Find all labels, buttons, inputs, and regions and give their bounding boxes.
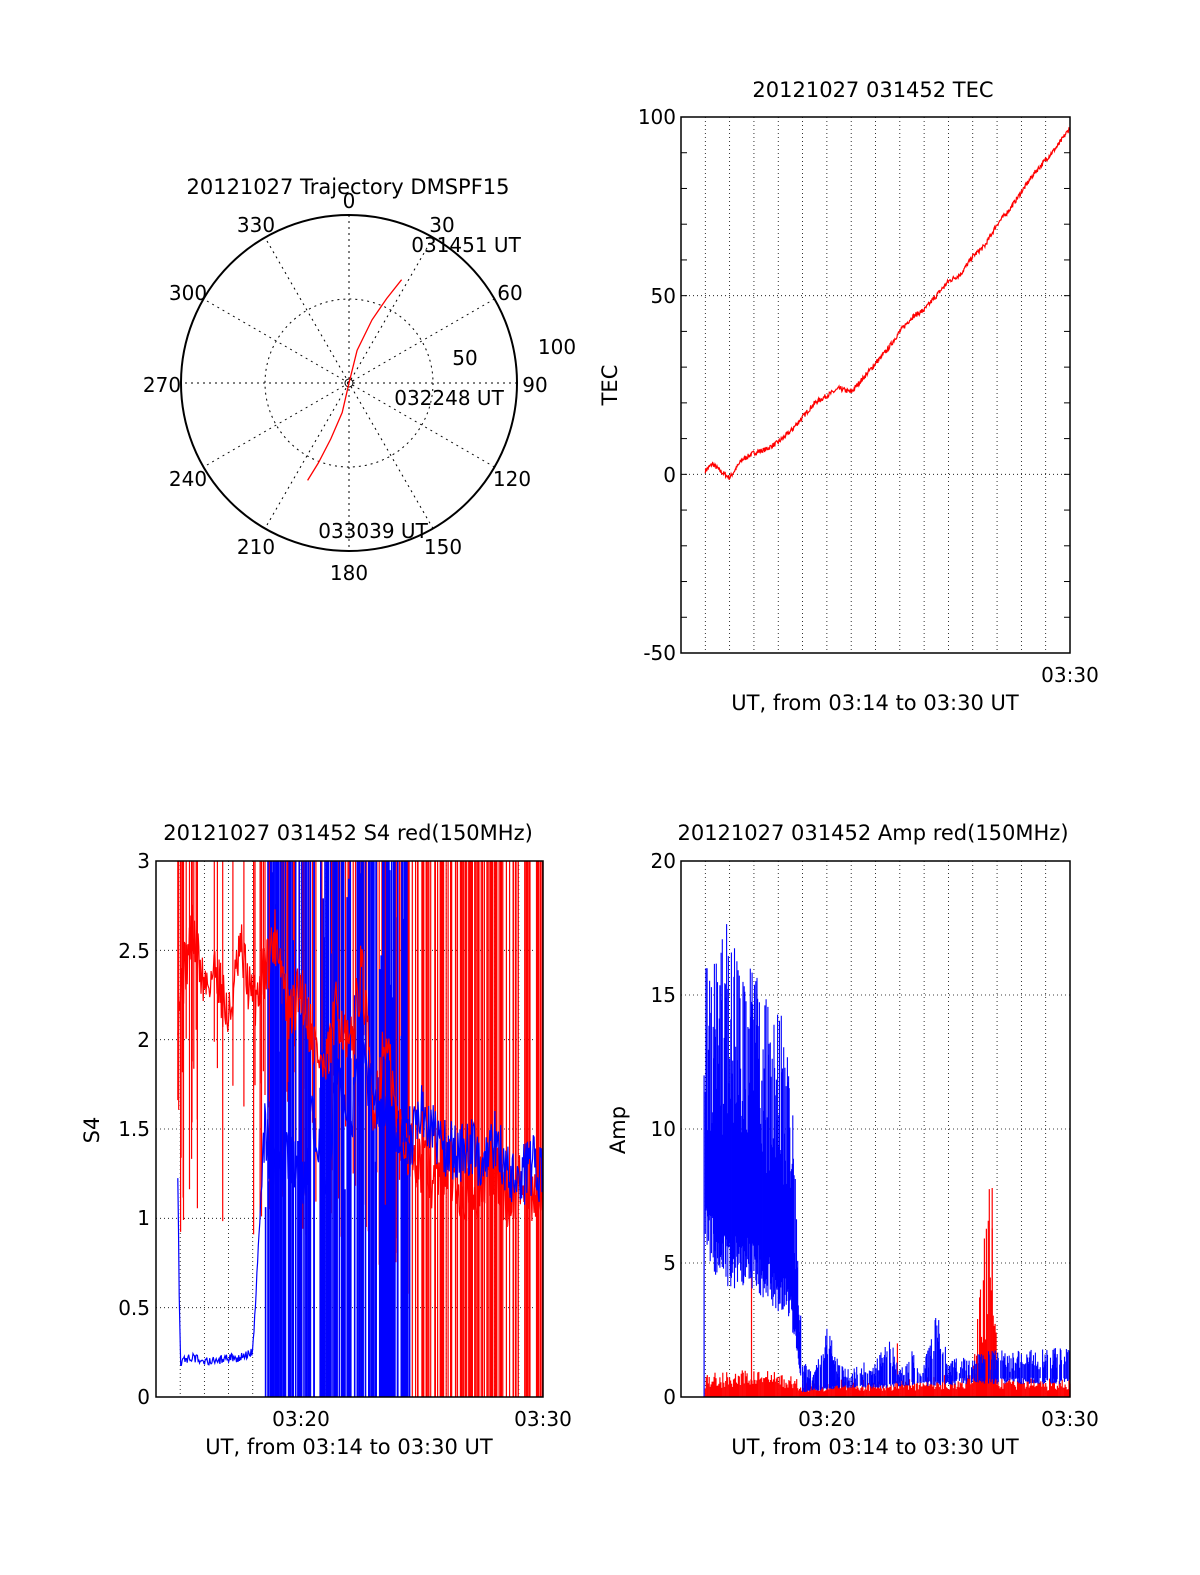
polar-title: 20121027 Trajectory DMSPF15 [186, 175, 509, 199]
s4-ytick-3: 3 [137, 849, 150, 873]
s4-title: 20121027 031452 S4 red(150MHz) [163, 821, 533, 845]
polar-panel: 20121027 Trajectory DMSPF15 0 30 60 90 1… [143, 175, 576, 585]
amp-ylabel: Amp [606, 1106, 630, 1154]
s4-ytick-0.5: 0.5 [118, 1296, 150, 1320]
amp-plot-frame [680, 860, 1071, 1398]
s4-xtick-0320: 03:20 [272, 1407, 330, 1431]
tec-plot-frame [680, 116, 1071, 654]
polar-angle-30: 30 [429, 213, 454, 237]
polar-angle-180: 180 [330, 561, 368, 585]
polar-angle-330: 330 [237, 213, 275, 237]
tec-ytick-50: 50 [651, 284, 676, 308]
amp-ytick-10: 10 [651, 1117, 676, 1141]
polar-angle-90: 90 [522, 373, 547, 397]
polar-angle-300: 300 [169, 281, 207, 305]
s4-ytick-2.5: 2.5 [118, 939, 150, 963]
s4-ylabel: S4 [80, 1117, 104, 1144]
polar-annotation-end: 033039 UT [318, 519, 428, 543]
polar-center-mark [344, 378, 354, 388]
polar-angle-150: 150 [424, 535, 462, 559]
amp-ytick-20: 20 [651, 849, 676, 873]
tec-xtick-0330: 03:30 [1041, 663, 1099, 687]
amp-title: 20121027 031452 Amp red(150MHz) [677, 821, 1068, 845]
tec-xlabel: UT, from 03:14 to 03:30 UT [731, 691, 1019, 715]
amp-xtick-0320: 03:20 [798, 1407, 856, 1431]
polar-angle-0: 0 [343, 189, 356, 213]
s4-xlabel: UT, from 03:14 to 03:30 UT [205, 1435, 493, 1459]
s4-series-red [177, 904, 544, 1228]
amp-ytick-0: 0 [663, 1385, 676, 1409]
amp-ytick-15: 15 [651, 983, 676, 1007]
polar-annotation-mid: 032248 UT [394, 386, 504, 410]
polar-angle-210: 210 [237, 535, 275, 559]
amp-panel: 20121027 031452 Amp red(150MHz) 20 15 10… [606, 821, 1099, 1459]
tec-ytick-100: 100 [638, 105, 676, 129]
polar-angle-270: 270 [143, 373, 181, 397]
tec-grid [681, 117, 1070, 653]
s4-series-blue [177, 1041, 544, 1366]
amp-bands [703, 924, 1071, 1397]
polar-angle-120: 120 [493, 467, 531, 491]
amp-xtick-0330: 03:30 [1041, 1407, 1099, 1431]
polar-angle-240: 240 [169, 467, 207, 491]
polar-trajectory-line [307, 279, 403, 481]
tec-ytick-0: 0 [663, 463, 676, 487]
tec-title: 20121027 031452 TEC [752, 78, 993, 102]
polar-radius-100: 100 [538, 335, 576, 359]
tec-panel: 20121027 031452 TEC 100 50 0 -50 03:30 U… [598, 78, 1099, 715]
s4-ytick-0: 0 [137, 1385, 150, 1409]
tec-ylabel: TEC [598, 365, 622, 407]
s4-plot-frame [155, 860, 544, 1398]
polar-angle-60: 60 [497, 281, 522, 305]
s4-ytick-1: 1 [137, 1206, 150, 1230]
s4-ytick-2: 2 [137, 1028, 150, 1052]
polar-radius-50: 50 [452, 346, 477, 370]
polar-annotation-start: 031451 UT [411, 233, 521, 257]
tec-series-red [704, 126, 1071, 481]
s4-xtick-0330: 03:30 [514, 1407, 572, 1431]
amp-ytick-5: 5 [663, 1251, 676, 1275]
s4-panel: 20121027 031452 S4 red(150MHz) 3 2.5 2 1… [80, 821, 572, 1459]
amp-xlabel: UT, from 03:14 to 03:30 UT [731, 1435, 1019, 1459]
s4-ytick-1.5: 1.5 [118, 1117, 150, 1141]
tec-ytick-neg50: -50 [643, 641, 676, 665]
